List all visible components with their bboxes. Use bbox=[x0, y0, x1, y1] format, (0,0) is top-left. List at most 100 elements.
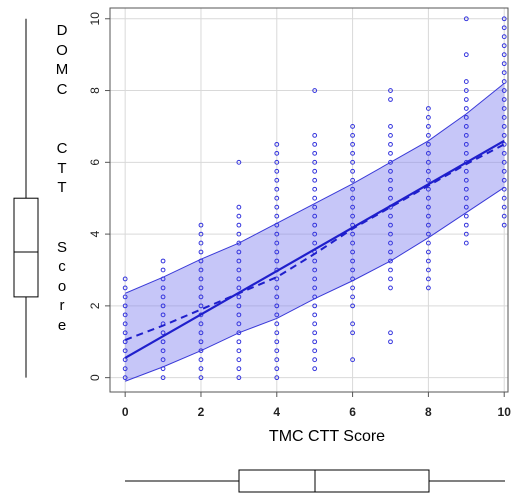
y-axis-title-letter: C bbox=[56, 80, 68, 98]
data-point bbox=[312, 321, 318, 327]
data-point bbox=[236, 348, 242, 354]
data-point bbox=[426, 150, 431, 156]
data-point bbox=[463, 52, 469, 58]
data-points bbox=[122, 16, 507, 381]
data-point bbox=[463, 115, 469, 120]
data-point bbox=[198, 231, 204, 237]
data-point bbox=[312, 258, 318, 264]
data-point bbox=[160, 348, 166, 354]
data-point bbox=[312, 195, 318, 201]
data-point bbox=[501, 97, 507, 102]
data-point bbox=[463, 240, 469, 246]
data-point bbox=[198, 267, 204, 273]
data-point bbox=[160, 357, 166, 363]
y-boxplot-box bbox=[13, 197, 39, 298]
data-point bbox=[388, 231, 393, 237]
x-tick-label: 8 bbox=[425, 405, 432, 419]
data-point bbox=[312, 204, 318, 210]
data-point bbox=[388, 330, 393, 336]
data-point bbox=[463, 204, 469, 210]
data-point bbox=[236, 222, 242, 228]
data-point bbox=[236, 330, 242, 336]
data-point bbox=[501, 195, 507, 201]
data-point bbox=[388, 222, 393, 228]
data-point bbox=[426, 267, 431, 273]
data-point bbox=[274, 231, 280, 237]
y-axis-title-letter: c bbox=[58, 258, 66, 275]
data-point bbox=[350, 150, 355, 156]
data-point bbox=[312, 222, 318, 228]
data-point bbox=[463, 88, 469, 93]
data-point bbox=[501, 34, 507, 40]
data-point bbox=[198, 285, 204, 291]
data-point bbox=[236, 294, 242, 300]
data-point bbox=[274, 177, 280, 183]
data-point bbox=[274, 159, 280, 165]
data-point bbox=[274, 168, 280, 174]
data-point bbox=[198, 339, 204, 345]
x-tick-label: 6 bbox=[349, 405, 356, 419]
data-point bbox=[274, 366, 280, 372]
y-tick-label: 0 bbox=[88, 374, 102, 381]
data-point bbox=[501, 168, 507, 174]
data-point bbox=[274, 249, 280, 255]
data-point bbox=[312, 348, 318, 354]
data-point bbox=[388, 276, 393, 282]
data-point bbox=[463, 16, 469, 22]
data-point bbox=[312, 330, 318, 336]
data-point bbox=[312, 186, 318, 192]
data-point bbox=[122, 375, 128, 381]
data-point bbox=[160, 330, 166, 336]
data-point bbox=[236, 213, 242, 219]
data-point bbox=[426, 195, 431, 201]
data-point bbox=[426, 222, 431, 228]
data-point bbox=[312, 213, 318, 219]
data-point bbox=[388, 124, 393, 129]
y-axis-title-letter: o bbox=[57, 277, 67, 295]
data-point bbox=[463, 222, 469, 228]
data-point bbox=[350, 285, 355, 291]
data-point bbox=[236, 249, 242, 255]
data-point bbox=[350, 159, 355, 165]
data-point bbox=[388, 249, 393, 255]
data-point bbox=[426, 258, 431, 264]
data-point bbox=[160, 375, 166, 381]
data-point bbox=[274, 222, 280, 228]
data-point bbox=[236, 258, 242, 264]
data-point bbox=[501, 222, 507, 228]
data-point bbox=[160, 303, 166, 309]
data-point bbox=[426, 285, 431, 291]
data-point bbox=[388, 285, 393, 291]
data-point bbox=[160, 276, 166, 282]
data-point bbox=[312, 357, 318, 363]
y-axis-title-letter: C bbox=[56, 140, 68, 157]
y-axis-title-letter: D bbox=[56, 22, 68, 39]
data-point bbox=[350, 276, 355, 282]
data-point bbox=[350, 133, 355, 138]
y-axis-title-letter: r bbox=[59, 297, 65, 314]
data-point bbox=[426, 249, 431, 255]
data-point bbox=[274, 348, 280, 354]
data-point bbox=[312, 88, 318, 93]
data-point bbox=[122, 285, 128, 291]
data-point bbox=[501, 61, 507, 67]
data-point bbox=[312, 159, 318, 165]
data-point bbox=[388, 168, 393, 174]
data-point bbox=[274, 258, 280, 264]
data-point bbox=[274, 375, 280, 381]
x-boxplot-box bbox=[238, 469, 430, 493]
y-tick-label: 10 bbox=[88, 12, 102, 26]
data-point bbox=[350, 258, 355, 264]
data-point bbox=[463, 97, 469, 102]
data-point bbox=[463, 79, 469, 84]
x-tick-label: 10 bbox=[498, 405, 512, 419]
data-point bbox=[312, 141, 318, 147]
data-point bbox=[236, 321, 242, 327]
data-point bbox=[312, 240, 318, 246]
data-point bbox=[236, 240, 242, 246]
data-point bbox=[122, 312, 128, 318]
data-point bbox=[388, 150, 393, 156]
data-point bbox=[501, 43, 507, 49]
data-point bbox=[426, 213, 431, 219]
